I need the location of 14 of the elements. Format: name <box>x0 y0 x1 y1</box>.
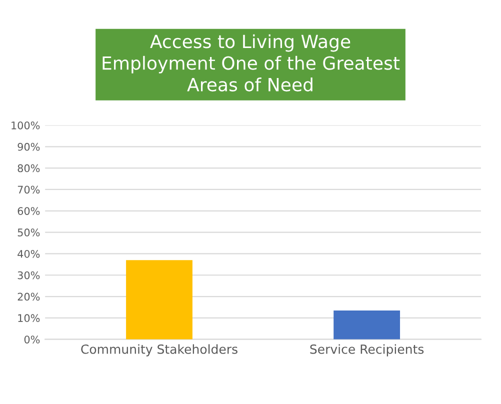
y-tick-label: 100% <box>12 121 40 130</box>
y-tick-label: 90% <box>18 142 40 151</box>
y-tick-label: 0% <box>24 336 40 344</box>
y-tick-label: 20% <box>18 292 40 301</box>
y-tick-label: 50% <box>18 228 40 236</box>
y-tick-label: 30% <box>18 271 40 280</box>
chart-title: Access to Living Wage Employment One of the Greatest Areas of Need <box>102 34 400 92</box>
x-tick-label: Community Stakeholders <box>81 344 238 356</box>
x-tick-label: Service Recipients <box>310 344 424 356</box>
y-tick-label: 10% <box>18 314 40 322</box>
y-tick-label: 40% <box>18 250 40 258</box>
y-tick-label: 60% <box>18 207 40 215</box>
y-tick-label: 80% <box>18 164 40 172</box>
y-tick-label: 70% <box>18 186 40 194</box>
